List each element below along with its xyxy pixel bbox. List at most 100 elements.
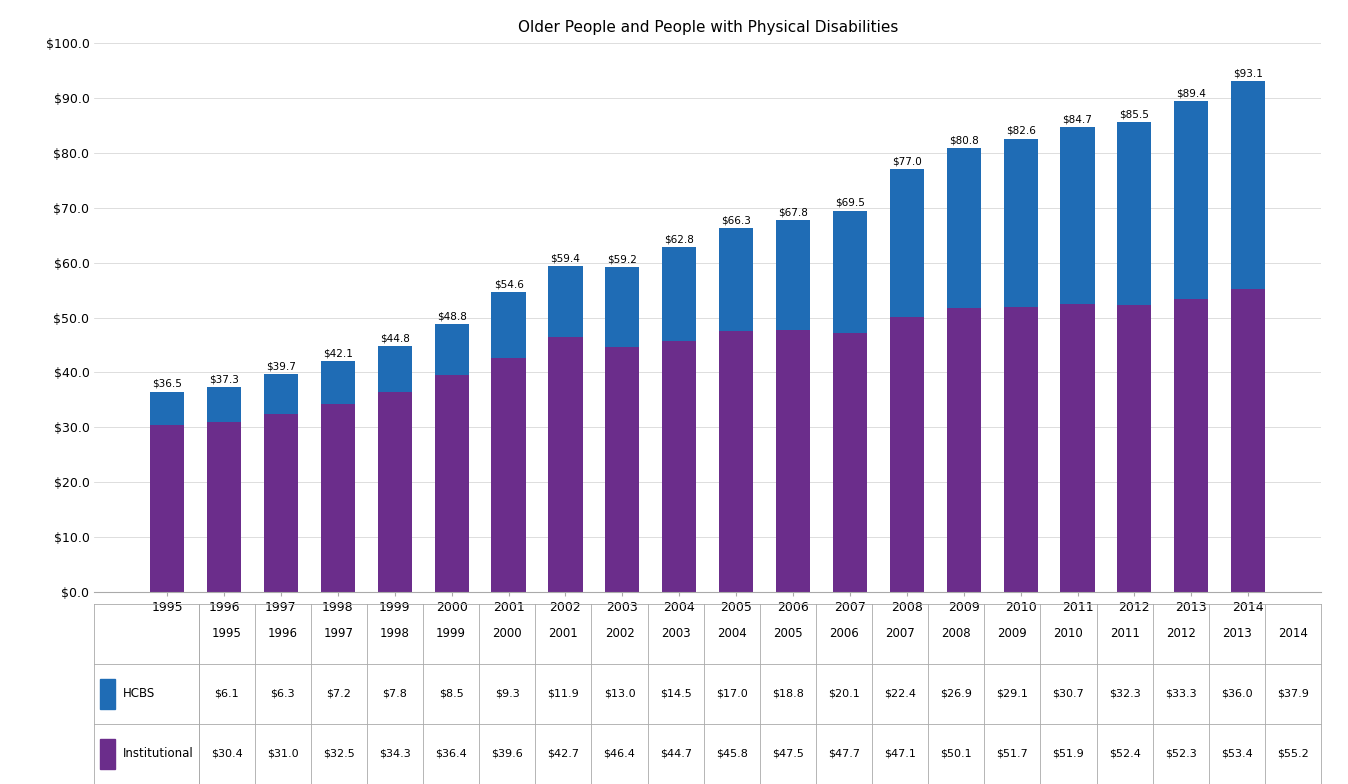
Bar bbox=[605, 347, 639, 592]
Text: $9.3: $9.3 bbox=[495, 689, 520, 699]
Text: $44.7: $44.7 bbox=[659, 749, 692, 759]
Text: $51.7: $51.7 bbox=[996, 749, 1029, 759]
Text: $77.0: $77.0 bbox=[892, 157, 922, 167]
Text: $93.1: $93.1 bbox=[1233, 68, 1263, 78]
Text: $6.3: $6.3 bbox=[271, 689, 295, 699]
Text: $48.8: $48.8 bbox=[437, 311, 466, 321]
Text: $53.4: $53.4 bbox=[1221, 749, 1252, 759]
Bar bbox=[1117, 305, 1151, 592]
Text: $8.5: $8.5 bbox=[439, 689, 464, 699]
Bar bbox=[833, 333, 867, 592]
Bar bbox=[434, 375, 469, 592]
Text: $42.1: $42.1 bbox=[324, 348, 353, 358]
Text: $85.5: $85.5 bbox=[1119, 110, 1150, 120]
Bar bbox=[718, 332, 754, 592]
Text: $32.5: $32.5 bbox=[324, 749, 355, 759]
Bar bbox=[492, 292, 526, 358]
Text: 2007: 2007 bbox=[886, 627, 915, 641]
Bar bbox=[776, 220, 810, 330]
Text: $36.5: $36.5 bbox=[152, 379, 182, 389]
Text: 2011: 2011 bbox=[1109, 627, 1139, 641]
Bar bbox=[946, 308, 981, 592]
Text: $44.8: $44.8 bbox=[380, 333, 410, 343]
Bar bbox=[1061, 127, 1095, 304]
Text: $52.3: $52.3 bbox=[1165, 749, 1197, 759]
Bar bbox=[1174, 101, 1208, 299]
Text: $13.0: $13.0 bbox=[604, 689, 635, 699]
Bar bbox=[150, 425, 185, 592]
Bar bbox=[662, 340, 697, 592]
Text: 2005: 2005 bbox=[774, 627, 802, 641]
Bar bbox=[321, 404, 355, 592]
Text: $14.5: $14.5 bbox=[659, 689, 692, 699]
Title: Older People and People with Physical Disabilities: Older People and People with Physical Di… bbox=[518, 20, 898, 35]
Bar bbox=[833, 211, 867, 333]
Text: $17.0: $17.0 bbox=[716, 689, 748, 699]
Text: $50.1: $50.1 bbox=[941, 749, 972, 759]
Text: 2009: 2009 bbox=[998, 627, 1027, 641]
Text: $20.1: $20.1 bbox=[828, 689, 860, 699]
Bar bbox=[1003, 139, 1038, 307]
Text: 2014: 2014 bbox=[1278, 627, 1308, 641]
Bar bbox=[377, 346, 412, 392]
Bar bbox=[605, 267, 639, 347]
Bar bbox=[1231, 81, 1266, 289]
Text: $26.9: $26.9 bbox=[941, 689, 972, 699]
Text: 1999: 1999 bbox=[437, 627, 466, 641]
Bar bbox=[264, 374, 298, 414]
Text: $84.7: $84.7 bbox=[1062, 114, 1092, 125]
Bar bbox=[101, 739, 115, 769]
Text: $29.1: $29.1 bbox=[996, 689, 1029, 699]
Text: $51.9: $51.9 bbox=[1053, 749, 1084, 759]
Text: $46.4: $46.4 bbox=[604, 749, 635, 759]
Bar bbox=[1174, 299, 1208, 592]
Text: $22.4: $22.4 bbox=[884, 689, 917, 699]
Text: $55.2: $55.2 bbox=[1277, 749, 1309, 759]
Text: Institutional: Institutional bbox=[123, 747, 193, 760]
Bar bbox=[492, 358, 526, 592]
Bar bbox=[1117, 122, 1151, 305]
Bar bbox=[890, 169, 923, 317]
Text: 1996: 1996 bbox=[268, 627, 298, 641]
Bar bbox=[150, 392, 185, 425]
Bar bbox=[208, 422, 241, 592]
Text: $47.1: $47.1 bbox=[884, 749, 917, 759]
Bar bbox=[890, 317, 923, 592]
Bar bbox=[377, 392, 412, 592]
Text: 2008: 2008 bbox=[941, 627, 971, 641]
Text: 1995: 1995 bbox=[212, 627, 241, 641]
Text: $37.3: $37.3 bbox=[209, 375, 239, 384]
Text: $39.6: $39.6 bbox=[492, 749, 523, 759]
Text: $31.0: $31.0 bbox=[267, 749, 299, 759]
Text: 2004: 2004 bbox=[717, 627, 747, 641]
Text: 1998: 1998 bbox=[380, 627, 410, 641]
Text: $67.8: $67.8 bbox=[778, 207, 807, 217]
Text: 2003: 2003 bbox=[661, 627, 690, 641]
Bar bbox=[946, 148, 981, 308]
Text: $54.6: $54.6 bbox=[493, 280, 523, 289]
Bar bbox=[662, 247, 697, 340]
Text: $30.7: $30.7 bbox=[1053, 689, 1084, 699]
Text: $30.4: $30.4 bbox=[210, 749, 243, 759]
Text: $80.8: $80.8 bbox=[949, 136, 979, 146]
Bar bbox=[321, 361, 355, 404]
Bar bbox=[101, 679, 115, 709]
Bar bbox=[434, 324, 469, 375]
Text: 2010: 2010 bbox=[1054, 627, 1084, 641]
Text: $36.0: $36.0 bbox=[1221, 689, 1252, 699]
Text: $45.8: $45.8 bbox=[716, 749, 748, 759]
Text: $7.2: $7.2 bbox=[326, 689, 352, 699]
Text: $32.3: $32.3 bbox=[1109, 689, 1140, 699]
Text: $7.8: $7.8 bbox=[383, 689, 407, 699]
Text: $37.9: $37.9 bbox=[1277, 689, 1309, 699]
Bar bbox=[549, 266, 582, 337]
Text: $52.4: $52.4 bbox=[1108, 749, 1140, 759]
Text: 2000: 2000 bbox=[492, 627, 522, 641]
Text: 2013: 2013 bbox=[1223, 627, 1252, 641]
Bar bbox=[718, 228, 754, 332]
Text: $34.3: $34.3 bbox=[379, 749, 411, 759]
Text: 2012: 2012 bbox=[1166, 627, 1196, 641]
Bar bbox=[1003, 307, 1038, 592]
Text: $69.5: $69.5 bbox=[834, 198, 865, 208]
Text: $62.8: $62.8 bbox=[665, 234, 694, 245]
